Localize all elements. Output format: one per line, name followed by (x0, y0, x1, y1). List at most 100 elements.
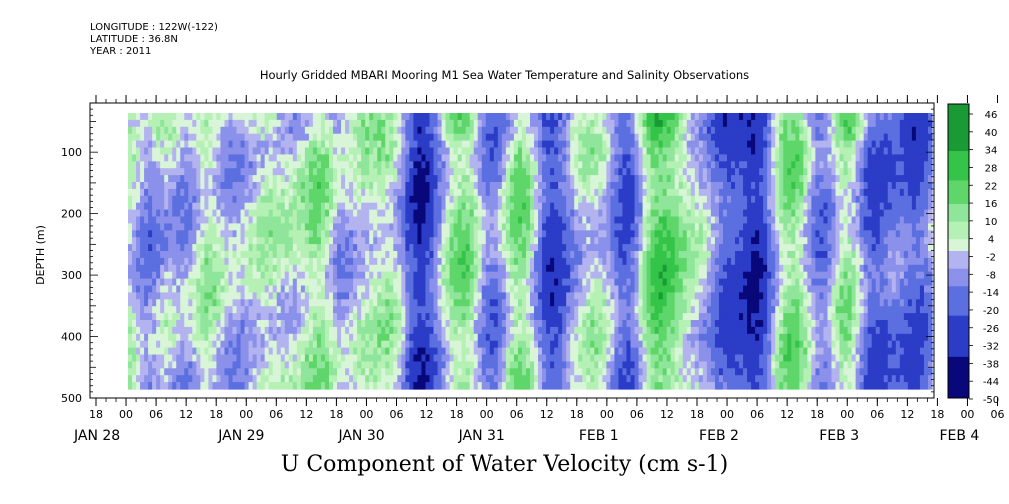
heatmap-cell (461, 340, 467, 349)
heatmap-cell (530, 161, 535, 169)
heatmap-cell (248, 223, 254, 231)
heatmap-cell (582, 361, 587, 369)
heatmap-cell (469, 306, 475, 314)
heatmap-cell (304, 202, 310, 211)
heatmap-cell (441, 140, 447, 149)
heatmap-cell (606, 333, 611, 342)
heatmap-cell (610, 126, 616, 135)
heatmap-cell (136, 326, 141, 335)
heatmap-cell (264, 340, 270, 349)
heatmap-cell (164, 271, 169, 280)
heatmap-cell (244, 147, 250, 155)
heatmap-cell (534, 251, 539, 259)
heatmap-cell (324, 126, 330, 135)
heatmap-cell (200, 347, 205, 356)
heatmap-cell (610, 340, 616, 349)
heatmap-cell (208, 382, 214, 390)
heatmap-cell (240, 375, 246, 383)
heatmap-cell (353, 230, 358, 238)
heatmap-cell (252, 361, 258, 369)
heatmap-cell (534, 216, 539, 224)
heatmap-cell (136, 361, 141, 369)
heatmap-cell (485, 223, 491, 231)
heatmap-cell (208, 326, 214, 335)
heatmap-cell (501, 223, 507, 231)
heatmap-cell (188, 382, 193, 390)
heatmap-cell (385, 292, 390, 300)
heatmap-cell (292, 140, 298, 149)
heatmap-cell (489, 113, 495, 121)
heatmap-cell (316, 264, 322, 273)
heatmap-cell (276, 340, 282, 349)
heatmap-cell (469, 368, 475, 376)
heatmap-cell (397, 326, 402, 335)
heatmap-cell (481, 175, 487, 183)
heatmap-cell (220, 216, 226, 224)
heatmap-cell (196, 264, 201, 273)
heatmap-cell (497, 271, 503, 280)
heatmap-cell (521, 320, 527, 328)
heatmap-cell (232, 195, 238, 204)
heatmap-cell (212, 361, 218, 369)
heatmap-cell (534, 154, 539, 162)
heatmap-cell (180, 126, 185, 135)
heatmap-cell (501, 202, 507, 211)
heatmap-cell (308, 347, 314, 356)
heatmap-cell (489, 126, 495, 135)
heatmap-cell (594, 154, 599, 162)
heatmap-cell (377, 147, 382, 155)
heatmap-cell (429, 292, 435, 300)
heatmap-cell (256, 161, 262, 169)
heatmap-cell (224, 209, 230, 218)
heatmap-cell (477, 340, 483, 349)
heatmap-cell (554, 340, 559, 349)
heatmap-cell (562, 237, 567, 245)
heatmap-cell (505, 168, 511, 176)
heatmap-cell (228, 147, 234, 155)
heatmap-cell (132, 264, 137, 273)
heatmap-cell (268, 175, 274, 183)
heatmap-cell (457, 299, 463, 307)
heatmap-cell (562, 161, 567, 169)
heatmap-cell (304, 375, 310, 383)
heatmap-cell (509, 216, 515, 224)
heatmap-cell (284, 278, 290, 287)
heatmap-cell (425, 182, 431, 190)
heatmap-cell (188, 278, 193, 287)
heatmap-cell (457, 161, 463, 169)
heatmap-cell (505, 126, 511, 135)
heatmap-cell (590, 264, 595, 273)
heatmap-cell (176, 285, 181, 293)
heatmap-cell (493, 299, 499, 307)
heatmap-cell (574, 264, 579, 273)
heatmap-cell (441, 133, 447, 142)
heatmap-cell (361, 216, 366, 224)
heatmap-cell (525, 140, 531, 149)
heatmap-cell (542, 119, 547, 128)
heatmap-cell (610, 147, 616, 155)
heatmap-cell (542, 175, 547, 183)
heatmap-cell (433, 182, 439, 190)
heatmap-cell (505, 326, 511, 335)
heatmap-cell (449, 230, 455, 238)
heatmap-cell (192, 119, 197, 128)
heatmap-cell (345, 244, 350, 252)
heatmap-cell (602, 292, 607, 300)
heatmap-cell (168, 161, 173, 169)
heatmap-cell (622, 230, 628, 238)
heatmap-cell (521, 333, 527, 342)
heatmap-cell (497, 257, 503, 266)
heatmap-cell (433, 154, 439, 162)
heatmap-cell (489, 140, 495, 149)
heatmap-cell (136, 126, 141, 135)
heatmap-cell (505, 368, 511, 376)
heatmap-cell (534, 320, 539, 328)
heatmap-cell (574, 320, 579, 328)
heatmap-cell (232, 264, 238, 273)
heatmap-cell (276, 223, 282, 231)
heatmap-cell (373, 271, 378, 280)
heatmap-cell (385, 375, 390, 383)
heatmap-cell (614, 237, 620, 245)
heatmap-cell (610, 209, 616, 218)
heatmap-cell (562, 375, 567, 383)
